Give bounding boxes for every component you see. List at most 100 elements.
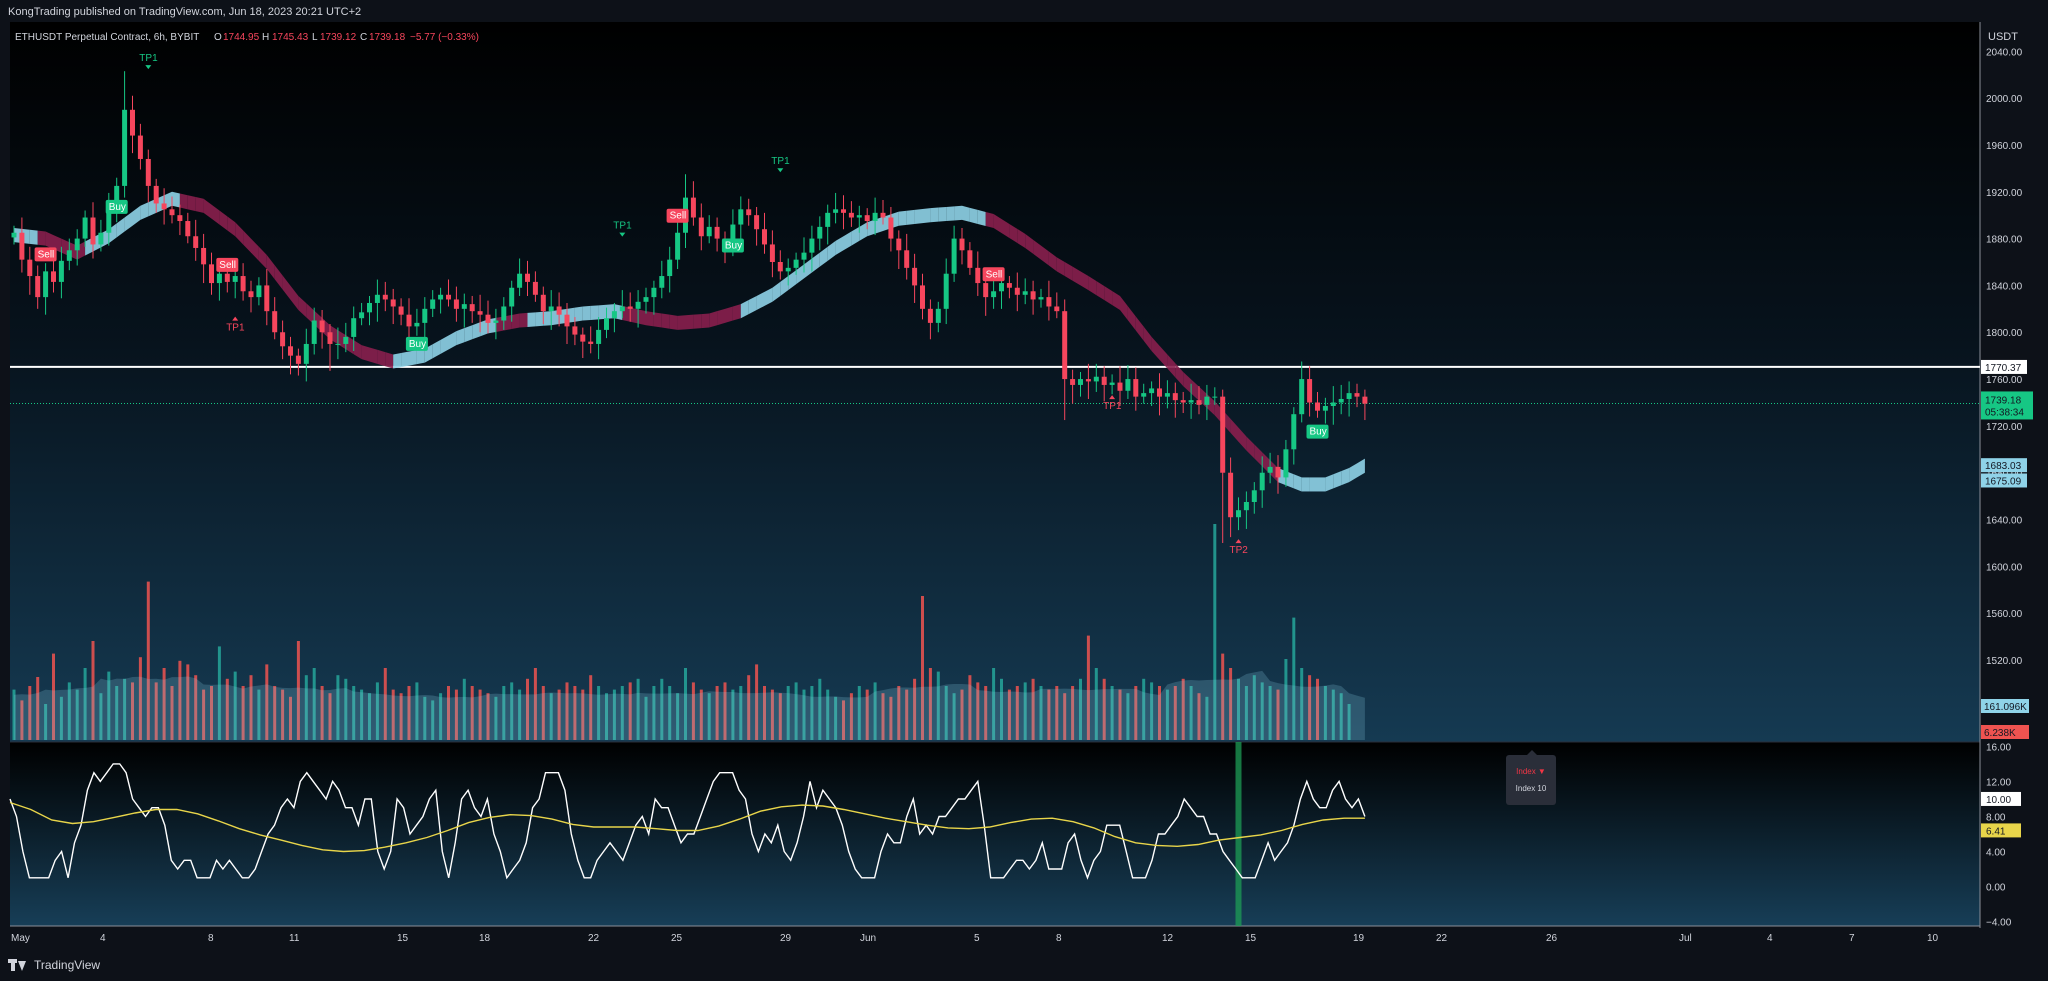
candle-body <box>58 260 64 282</box>
band-segment <box>669 314 678 330</box>
volume-bar <box>960 689 964 740</box>
candle-body <box>604 318 609 330</box>
candle-body <box>335 343 341 345</box>
signal-sell-tag[interactable] <box>216 257 239 272</box>
band-segment <box>851 226 860 246</box>
signal-sell-tag[interactable] <box>666 208 689 223</box>
volume-bar <box>1134 686 1138 740</box>
candle-body <box>485 314 491 323</box>
osc-value-text: 10.00 <box>1986 795 2011 806</box>
signal-buy-tag[interactable] <box>1306 424 1329 439</box>
candle-body <box>288 346 293 356</box>
volume-bar <box>1237 678 1240 740</box>
signal-buy-tag[interactable] <box>721 238 744 253</box>
candle-body <box>754 215 760 230</box>
price-tick-label: 2040.00 <box>1986 47 2023 58</box>
time-tick-label: 26 <box>1546 933 1558 944</box>
candle-body <box>1212 396 1218 398</box>
candles-layer <box>11 71 1368 543</box>
band-segment <box>274 265 283 290</box>
volume-bar <box>407 686 411 740</box>
price-tick-label: 1640.00 <box>1986 516 2023 527</box>
volume-bar <box>123 678 127 740</box>
legend-h-label: H <box>262 32 269 43</box>
candle-body <box>564 314 570 327</box>
volume-bar <box>921 596 924 740</box>
price-tick-label: 1520.00 <box>1986 656 2023 667</box>
candle-body <box>98 232 104 245</box>
volume-bar <box>526 678 529 740</box>
candle-body <box>280 332 286 347</box>
volume-bar <box>1086 635 1090 740</box>
volume-bar <box>691 682 695 740</box>
volume-bar <box>834 696 838 740</box>
band-segment <box>1017 228 1026 248</box>
volume-bar <box>913 678 917 740</box>
legend-l-label: L <box>312 32 318 43</box>
band-segment <box>772 281 781 302</box>
volume-bar <box>518 689 522 740</box>
band-segment <box>1048 251 1057 272</box>
band-segment <box>835 236 844 255</box>
time-tick-label: 25 <box>671 933 683 944</box>
signal-buy-tag[interactable] <box>105 199 128 214</box>
band-segment <box>1112 290 1120 310</box>
candle-body <box>90 217 96 245</box>
band-segment <box>448 331 457 350</box>
candle-body <box>501 306 507 321</box>
volume-bar <box>202 689 206 740</box>
band-segment <box>456 328 465 346</box>
oscillator-highlight-bar <box>1235 742 1242 926</box>
volume-bar <box>826 689 830 740</box>
candle-body <box>295 355 301 364</box>
band-segment <box>1183 372 1192 394</box>
volume-bar <box>541 686 545 740</box>
band-segment <box>179 193 188 210</box>
candle-body <box>438 294 444 300</box>
legend-low: 1739.12 <box>320 32 357 43</box>
band-segment <box>29 229 38 245</box>
signal-sell-tag[interactable] <box>34 247 57 262</box>
band-segment <box>1167 354 1176 378</box>
legend-close: 1739.18 <box>369 32 406 43</box>
candle-body <box>690 197 696 218</box>
volume-bar <box>1284 659 1288 740</box>
time-tick-label: 10 <box>1927 933 1939 944</box>
volume-bar <box>842 700 845 740</box>
signal-sell-tag[interactable] <box>982 267 1005 282</box>
candle-body <box>256 285 262 298</box>
volume-bar <box>881 693 885 740</box>
band-segment <box>1080 271 1089 291</box>
band-segment <box>464 325 473 343</box>
band-segment <box>1096 281 1105 301</box>
osc-value-text: 6.41 <box>1986 826 2006 837</box>
candle-body <box>477 311 483 315</box>
volume-bar <box>636 678 640 740</box>
publisher-line: KongTrading published on TradingView.com… <box>8 6 362 18</box>
band-segment <box>116 217 125 238</box>
band-segment <box>748 295 757 315</box>
volume-bar <box>549 693 553 740</box>
band-segment <box>677 315 686 330</box>
candle-body <box>1133 379 1139 397</box>
band-segment <box>827 240 836 261</box>
band-segment <box>1143 326 1152 351</box>
price-tick-label: 1880.00 <box>1986 235 2023 246</box>
signal-buy-tag[interactable] <box>405 336 428 351</box>
band-segment <box>985 211 994 229</box>
volume-bar <box>668 686 672 740</box>
volume-bar <box>1260 682 1264 740</box>
volume-bar <box>731 689 735 740</box>
band-segment <box>819 246 828 267</box>
candle-body <box>991 291 997 298</box>
candle-body <box>548 306 554 312</box>
band-segment <box>1254 444 1263 467</box>
band-segment <box>543 311 552 326</box>
candle-body <box>959 238 965 251</box>
band-segment <box>219 210 228 231</box>
candle-body <box>74 238 80 251</box>
band-segment <box>732 304 741 321</box>
candle-body <box>1220 396 1226 473</box>
time-tick-label: 29 <box>780 933 792 944</box>
